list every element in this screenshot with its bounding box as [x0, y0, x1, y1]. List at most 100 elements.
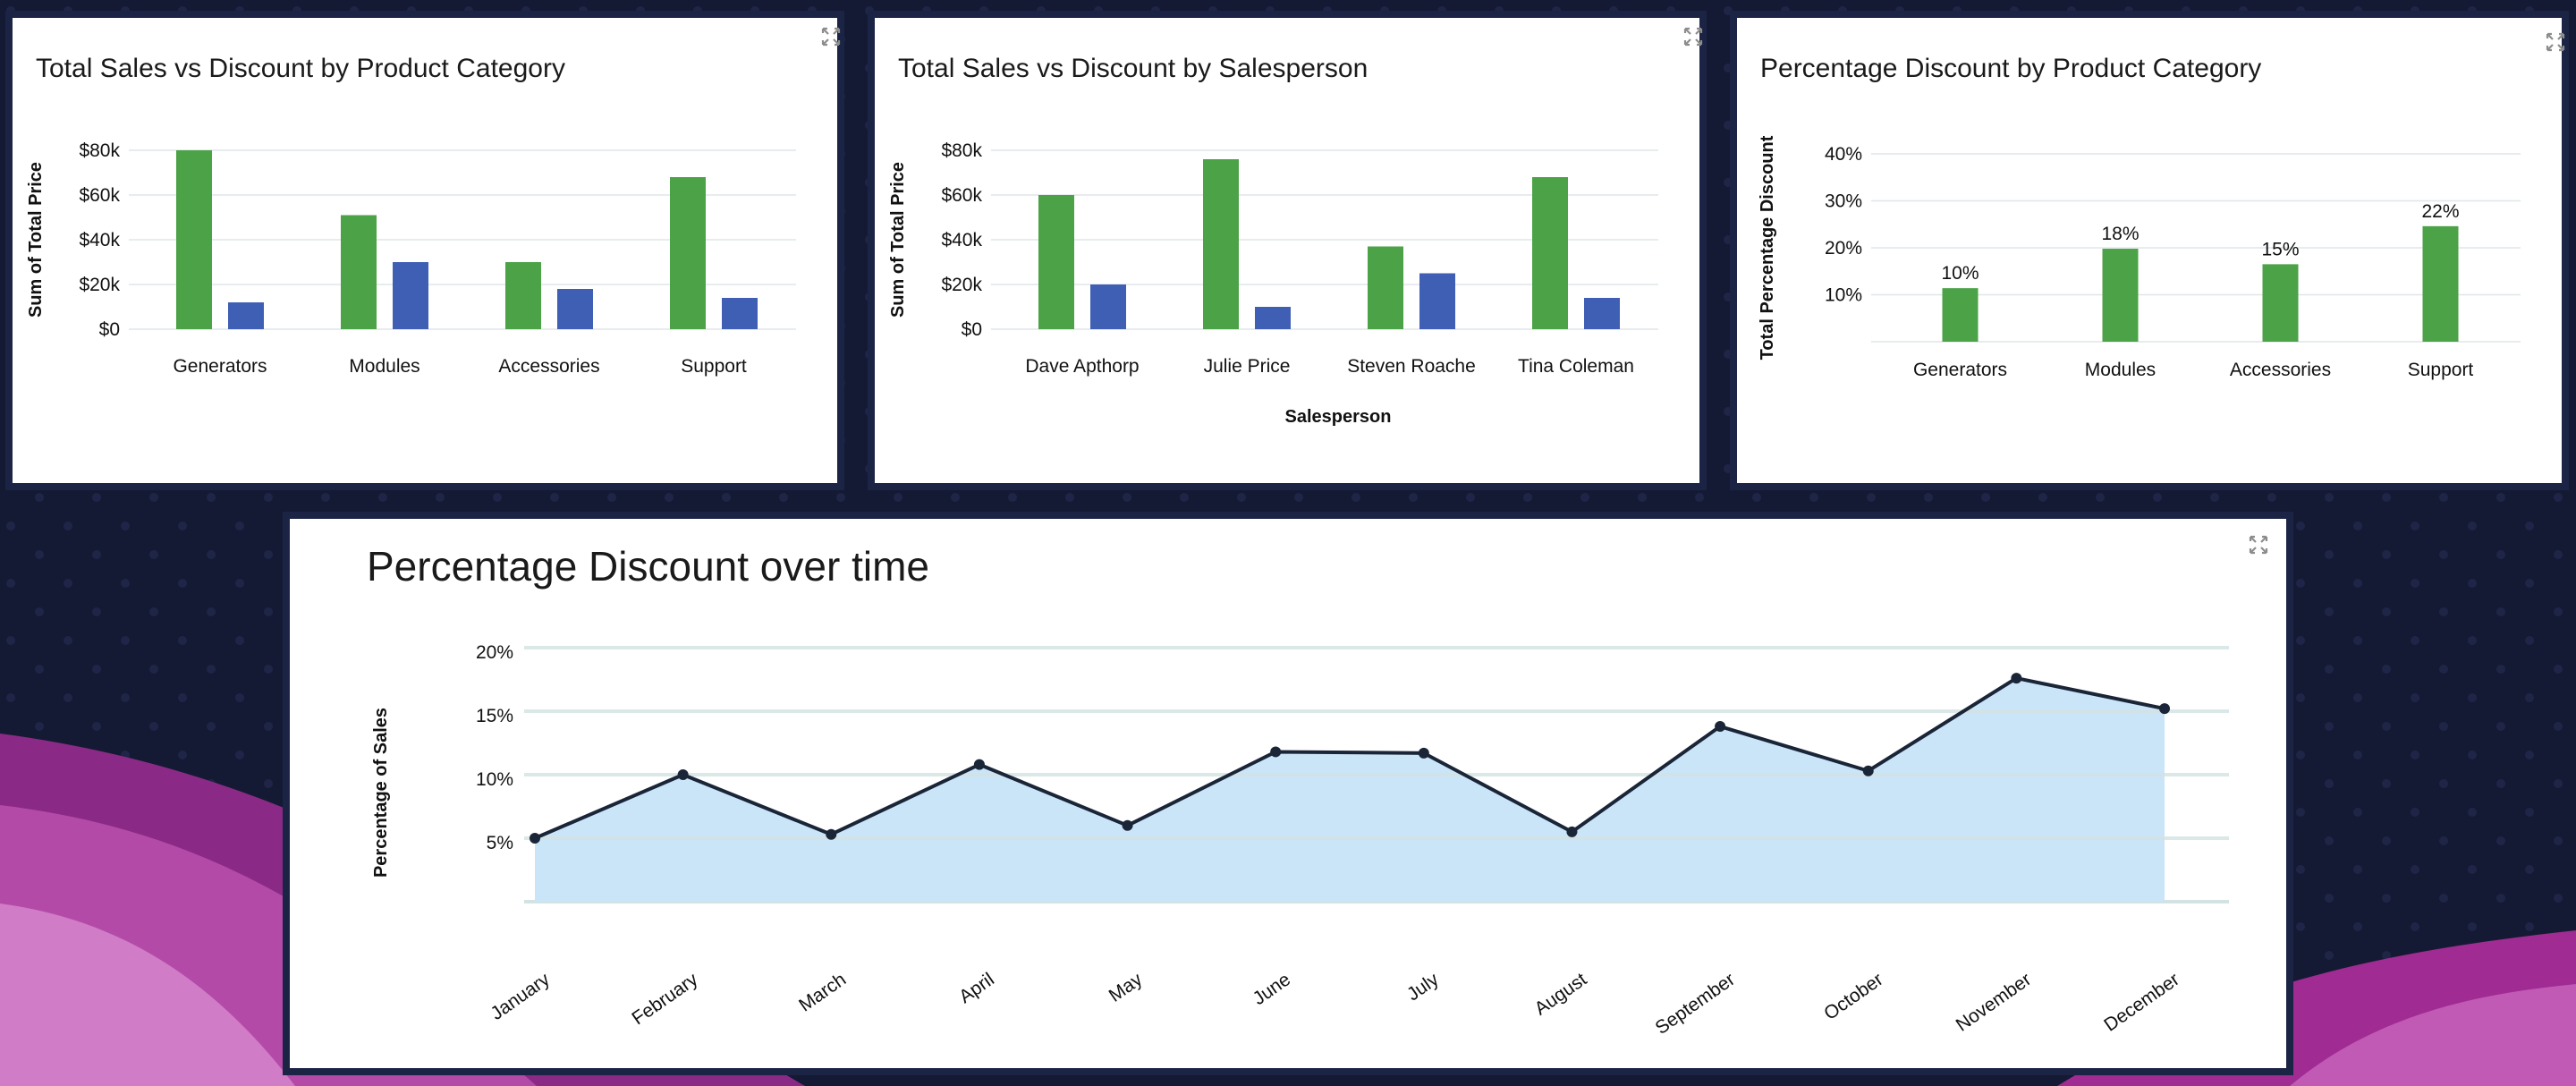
data-point — [1270, 746, 1282, 758]
chart-panel-sales-vs-discount-category: Total Sales vs Discount by Product Categ… — [5, 11, 844, 490]
data-point — [2159, 703, 2170, 715]
y-axis-title: Percentage of Sales — [371, 708, 391, 878]
y-tick-label: $60k — [941, 185, 982, 206]
bar-green — [670, 177, 706, 329]
data-point — [1715, 721, 1726, 733]
bar-green — [2422, 225, 2459, 342]
bar-blue — [1090, 284, 1126, 329]
x-category-label: Generators — [173, 356, 267, 377]
x-category-label: Tina Coleman — [1518, 356, 1634, 377]
bar-chart: 10% 20% 30% 40% Total Percentage Discount Gen… — [1758, 135, 2521, 380]
x-category-label: August — [1531, 969, 1591, 1019]
expand-icon[interactable] — [821, 27, 841, 47]
data-point — [1862, 765, 1874, 776]
x-axis-title: Salesperson — [1285, 407, 1392, 427]
x-category-label: January — [487, 969, 554, 1024]
x-category-label: November — [1953, 969, 2036, 1035]
chart-title: Percentage Discount over time — [367, 543, 929, 590]
bar-blue — [722, 298, 758, 329]
chart-title: Total Sales vs Discount by Product Categ… — [36, 54, 565, 83]
y-tick-label: 10% — [1825, 285, 1862, 306]
bar-green — [1942, 288, 1979, 342]
x-category-label: Julie Price — [1204, 356, 1291, 377]
y-tick-label: $60k — [79, 185, 120, 206]
y-tick-label: $0 — [99, 319, 120, 340]
bar-blue — [557, 289, 593, 329]
bar-blue — [228, 302, 264, 329]
y-tick-label: $80k — [79, 140, 120, 161]
y-tick-label: $20k — [941, 275, 982, 295]
bar-green — [1532, 177, 1568, 329]
bar-green — [341, 215, 377, 329]
y-tick-label: 30% — [1825, 191, 1862, 212]
data-label: 10% — [1941, 263, 1979, 284]
y-tick-label: $80k — [941, 140, 982, 161]
y-tick-label: 15% — [476, 706, 513, 726]
bar-green — [2102, 249, 2139, 342]
x-category-label: March — [795, 969, 850, 1015]
y-tick-label: 10% — [476, 769, 513, 790]
x-category-label: April — [955, 969, 998, 1007]
data-point — [2011, 673, 2022, 684]
bar-blue — [393, 262, 428, 329]
y-axis-title: Sum of Total Price — [26, 162, 46, 318]
data-point — [530, 833, 540, 844]
chart-title: Total Sales vs Discount by Salesperson — [898, 54, 1368, 83]
expand-icon[interactable] — [2249, 535, 2268, 555]
data-point — [677, 769, 689, 780]
y-tick-label: $20k — [79, 275, 120, 295]
data-label: 22% — [2421, 201, 2459, 222]
x-category-label: Support — [681, 356, 747, 377]
data-point — [1418, 747, 1429, 759]
bar-chart: $0 $20k $40k $60k $80k Sum of Total Price Gene… — [26, 140, 796, 377]
bar-green — [176, 150, 212, 329]
bar-green — [1038, 195, 1074, 329]
bar-green — [1368, 246, 1403, 329]
chart-panel-percentage-discount-time: Percentage Discount over time 5% 10% 15% 20… — [283, 512, 2293, 1075]
x-category-label: July — [1403, 969, 1443, 1005]
y-axis-title: Total Percentage Discount — [1758, 135, 1777, 360]
y-tick-label: $40k — [941, 230, 982, 250]
x-category-label: Accessories — [498, 356, 599, 377]
y-tick-label: 20% — [476, 642, 513, 663]
y-tick-label: $0 — [962, 319, 982, 340]
data-point — [1122, 819, 1133, 831]
x-category-label: September — [1652, 969, 1739, 1039]
data-point — [973, 759, 985, 770]
data-point — [1566, 826, 1578, 837]
y-tick-label: $40k — [79, 230, 120, 250]
y-tick-label: 40% — [1825, 144, 1862, 165]
data-label: 18% — [2101, 224, 2139, 244]
bar-blue — [1419, 273, 1455, 329]
x-category-label: Modules — [349, 356, 419, 377]
bar-green — [505, 262, 541, 329]
bar-blue — [1584, 298, 1620, 329]
x-category-label: December — [2100, 969, 2183, 1035]
area-chart: 5% 10% 15% 20% Percentage of Sales January Feb… — [371, 642, 2229, 1039]
x-category-label: May — [1106, 969, 1147, 1006]
x-category-label: Steven Roache — [1347, 356, 1476, 377]
x-category-label: Accessories — [2230, 360, 2331, 380]
x-category-label: Modules — [2085, 360, 2156, 380]
expand-icon[interactable] — [1683, 27, 1703, 47]
chart-panel-sales-vs-discount-salesperson: Total Sales vs Discount by Salesperson $… — [868, 11, 1707, 490]
chart-title: Percentage Discount by Product Category — [1760, 54, 2262, 83]
x-category-label: February — [628, 969, 701, 1029]
bar-green — [1203, 159, 1239, 329]
x-category-label: Support — [2408, 360, 2474, 380]
x-category-label: Generators — [1913, 360, 2007, 380]
bar-blue — [1255, 307, 1291, 329]
y-tick-label: 5% — [487, 833, 513, 853]
chart-panel-percentage-discount-category: Percentage Discount by Product Category … — [1730, 11, 2569, 490]
x-category-label: Dave Apthorp — [1025, 356, 1139, 377]
x-category-label: June — [1250, 969, 1295, 1009]
bar-green — [2262, 264, 2299, 342]
y-tick-label: 20% — [1825, 238, 1862, 259]
x-category-label: October — [1820, 969, 1886, 1024]
area-fill — [535, 678, 2165, 902]
series-line — [534, 676, 2165, 840]
data-label: 15% — [2261, 239, 2299, 259]
bar-chart: $0 $20k $40k $60k $80k Sum of Total Price Sale… — [888, 140, 1658, 427]
expand-icon[interactable] — [2546, 32, 2565, 52]
y-axis-title: Sum of Total Price — [888, 162, 908, 318]
